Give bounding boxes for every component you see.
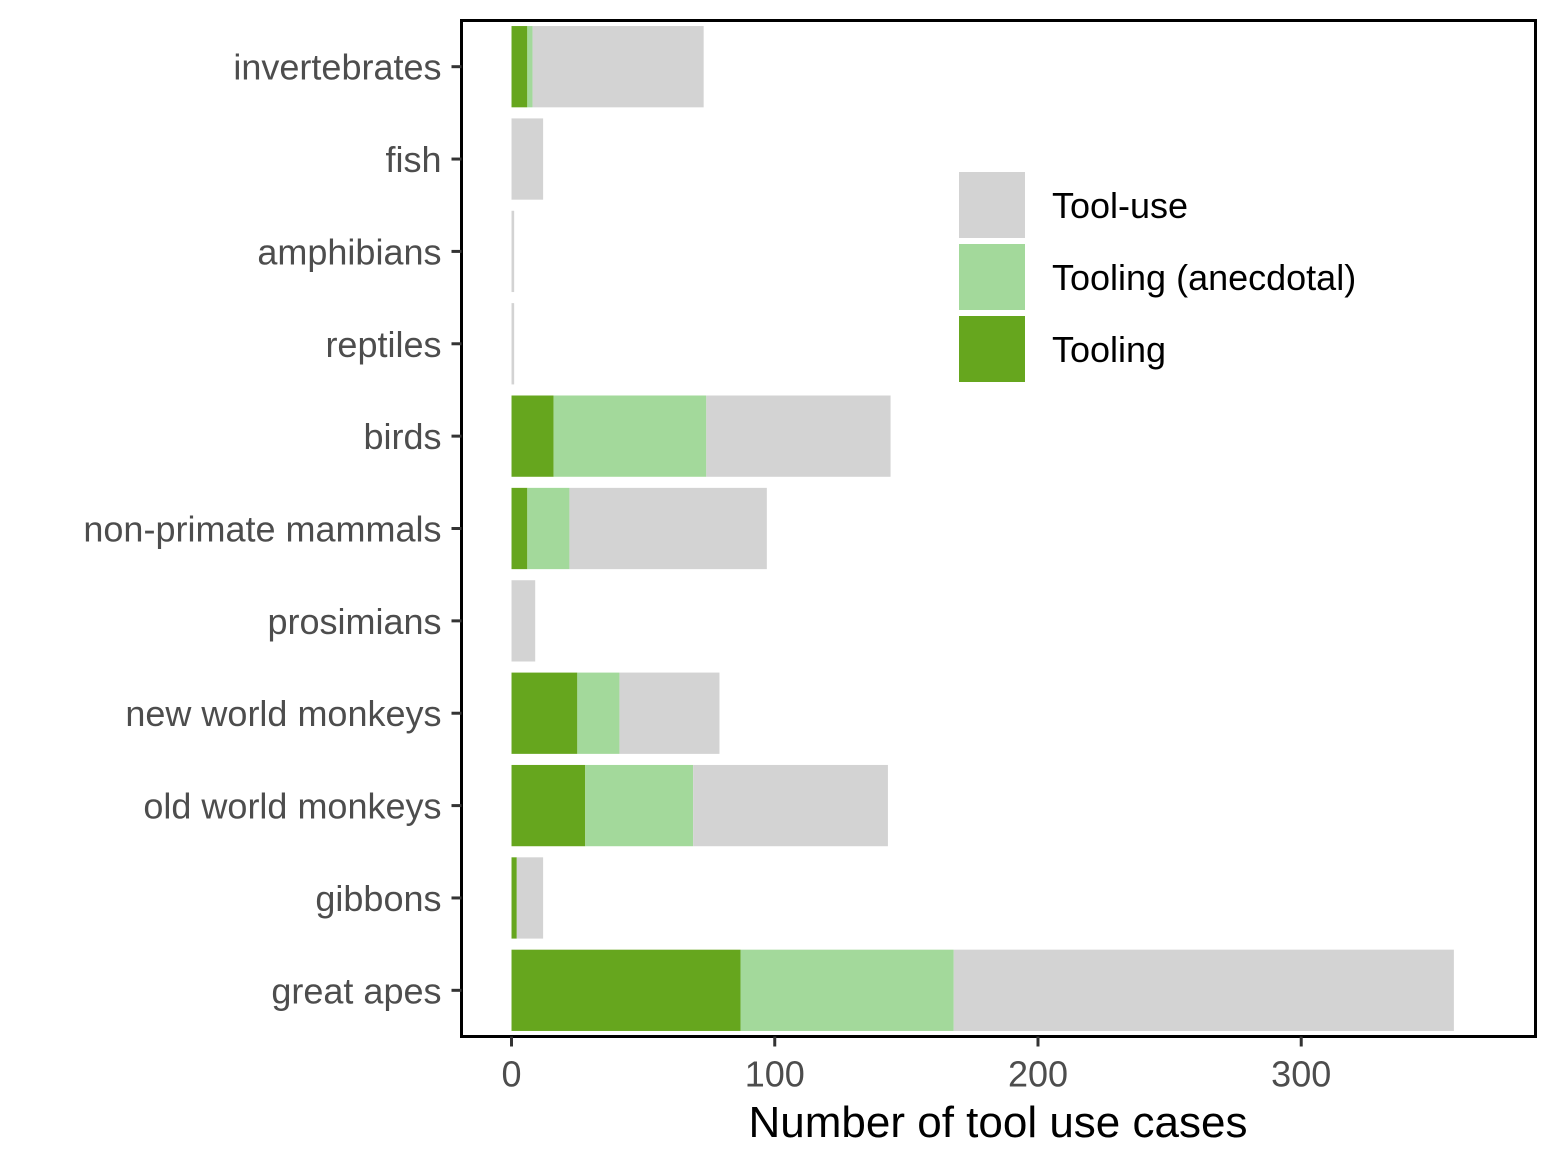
bar-reptiles-tool-use — [511, 303, 515, 385]
bar-gibbons-tool-use — [516, 857, 544, 939]
x-axis-title: Number of tool use cases — [749, 1098, 1248, 1147]
bar-non-primate-mammals-tooling — [511, 487, 528, 570]
y-tick-label-new-world-monkeys: new world monkeys — [125, 693, 441, 734]
bar-old-world-monkeys-tool-use — [693, 764, 888, 847]
y-tick-label-old-world-monkeys: old world monkeys — [143, 786, 441, 827]
bar-prosimians-tool-use — [511, 580, 536, 662]
bars-layer — [511, 26, 1454, 1031]
y-tick-label-prosimians: prosimians — [267, 601, 441, 642]
bar-non-primate-mammals-tooling-anecdotal — [527, 487, 570, 570]
bar-great-apes-tooling — [511, 949, 741, 1031]
legend: Tool-use Tooling (anecdotal) Tooling — [959, 172, 1356, 382]
bar-non-primate-mammals-tool-use — [569, 487, 767, 570]
bar-old-world-monkeys-tooling-anecdotal — [585, 764, 694, 847]
legend-label-tooling-anecdotal: Tooling (anecdotal) — [1052, 257, 1356, 298]
y-tick-label-non-primate-mammals: non-primate mammals — [83, 509, 441, 550]
y-tick-label-amphibians: amphibians — [257, 231, 441, 272]
bar-great-apes-tooling-anecdotal — [740, 949, 954, 1031]
y-tick-label-birds: birds — [363, 416, 441, 457]
y-tick-label-invertebrates: invertebrates — [233, 47, 441, 88]
legend-label-tooling: Tooling — [1052, 329, 1166, 370]
y-tick-label-great-apes: great apes — [271, 970, 441, 1011]
x-tick-label-100: 100 — [745, 1054, 805, 1095]
bar-great-apes-tool-use — [953, 949, 1454, 1031]
y-tick-label-gibbons: gibbons — [315, 878, 441, 919]
bar-birds-tooling-anecdotal — [553, 395, 707, 477]
bar-birds-tool-use — [706, 395, 891, 477]
legend-key-tooling-anecdotal — [959, 244, 1025, 310]
bar-invertebrates-tool-use — [532, 26, 704, 108]
legend-key-tooling — [959, 316, 1025, 382]
bar-fish-tool-use — [511, 118, 544, 200]
x-tick-label-300: 300 — [1271, 1054, 1331, 1095]
bar-invertebrates-tooling — [511, 26, 528, 108]
bar-birds-tooling — [511, 395, 554, 477]
bar-gibbons-tooling — [511, 857, 517, 939]
x-axis: 0 100 200 300 — [501, 1036, 1331, 1095]
bar-new-world-monkeys-tooling-anecdotal — [577, 672, 620, 754]
bar-new-world-monkeys-tool-use — [619, 672, 720, 754]
legend-label-tool-use: Tool-use — [1052, 185, 1188, 226]
x-tick-label-0: 0 — [501, 1054, 521, 1095]
y-tick-label-reptiles: reptiles — [325, 324, 441, 365]
bar-amphibians-tool-use — [511, 210, 515, 293]
bar-invertebrates-tooling-anecdotal — [527, 26, 533, 108]
y-axis: invertebrates fish amphibians reptiles birds… — [83, 47, 462, 1011]
bar-new-world-monkeys-tooling — [511, 672, 578, 754]
legend-key-tool-use — [959, 172, 1025, 238]
y-tick-label-fish: fish — [385, 139, 441, 180]
x-tick-label-200: 200 — [1008, 1054, 1068, 1095]
bar-old-world-monkeys-tooling — [511, 764, 586, 847]
